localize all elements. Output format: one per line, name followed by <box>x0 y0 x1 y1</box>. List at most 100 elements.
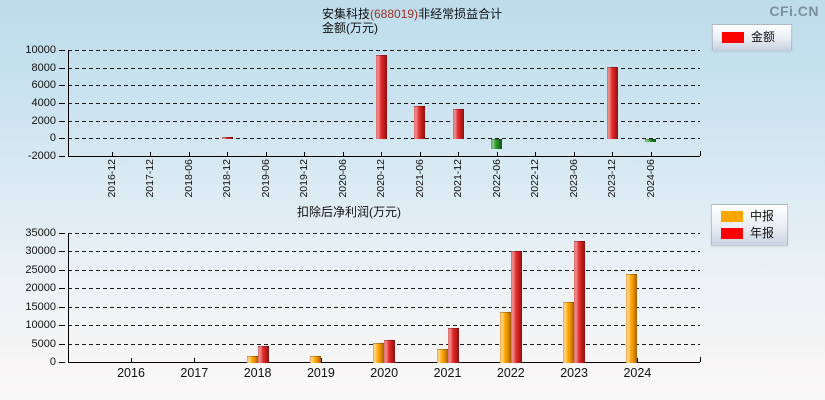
年报-bar-2023 <box>574 240 586 363</box>
x-tick <box>320 358 322 362</box>
y-tick-label: -2000 <box>27 150 56 162</box>
x-tick <box>496 152 498 156</box>
legend-item-midyear: 中报 <box>712 209 787 225</box>
金额-bar-2022-06 <box>491 139 503 150</box>
x-tick-label: 2019 <box>306 366 335 380</box>
y-tick-label: 35000 <box>25 227 56 239</box>
x-tick-label: 2018 <box>243 366 272 380</box>
金额-bar-2021-12 <box>452 109 464 140</box>
x-tick-label: 2020-06 <box>336 159 349 198</box>
top-chart-legend: 金额 <box>712 24 792 51</box>
amount-swatch <box>722 32 744 43</box>
x-tick-label: 2024-06 <box>644 159 657 198</box>
x-axis-end-tick <box>700 357 701 362</box>
年报-bar-2021 <box>447 328 459 363</box>
y-tick <box>59 362 65 363</box>
x-tick-label: 2023 <box>560 366 588 380</box>
y-tick-label: 20000 <box>25 282 56 295</box>
x-tick-label: 2022-06 <box>490 159 503 198</box>
x-tick-label: 2023-06 <box>567 159 580 198</box>
金额-bar-2024-06 <box>645 139 657 142</box>
x-tick <box>573 152 575 156</box>
x-axis-end-tick <box>700 151 701 156</box>
x-tick-label: 2016-12 <box>105 159 118 198</box>
y-tick <box>59 67 65 69</box>
x-tick <box>131 358 132 362</box>
gridline <box>68 325 700 327</box>
y-tick <box>59 50 65 51</box>
x-tick <box>188 152 190 156</box>
金额-bar-2018-12 <box>221 136 233 140</box>
x-tick-label: 2021-12 <box>452 159 465 198</box>
x-tick <box>150 152 152 156</box>
bottom-chart-title: 扣除后净利润(万元) <box>297 205 401 219</box>
x-tick <box>637 358 639 362</box>
y-tick-label: 0 <box>49 132 56 145</box>
x-axis <box>68 156 700 157</box>
金额-bar-2020-12 <box>375 55 387 140</box>
y-tick-label: 5000 <box>31 337 56 350</box>
x-tick-label: 2022-12 <box>529 159 542 198</box>
y-tick <box>59 288 65 290</box>
x-tick-label: 2019-12 <box>298 159 311 198</box>
gridline <box>68 288 700 290</box>
cfi-watermark: CFi.CN <box>769 3 819 19</box>
x-tick <box>194 358 196 362</box>
y-tick <box>59 156 65 157</box>
x-tick <box>342 152 344 156</box>
中报-bar-2023 <box>563 302 575 363</box>
中报-bar-2022 <box>499 312 511 363</box>
x-tick-label: 2022 <box>496 366 525 380</box>
x-tick <box>650 152 652 156</box>
x-tick-label: 2020 <box>370 366 399 380</box>
legend-label: 年报 <box>750 226 775 240</box>
bottom-chart-legend: 中报 年报 <box>711 204 788 246</box>
x-tick <box>304 152 306 156</box>
top-chart-title: 安集科技(688019)非经常损益合计 <box>322 5 502 22</box>
x-tick <box>111 152 113 156</box>
中报-bar-2024 <box>626 273 638 363</box>
y-tick <box>59 251 65 253</box>
top-chart-unit-label: 金额(万元) <box>322 21 378 35</box>
legend-label: 中报 <box>750 209 775 223</box>
x-tick <box>227 152 229 156</box>
年报-bar-2022 <box>510 251 522 363</box>
x-tick-label: 2019-06 <box>259 159 272 198</box>
x-tick-label: 2016 <box>117 366 145 380</box>
midyear-swatch <box>721 211 743 222</box>
x-tick <box>381 152 383 156</box>
x-tick-label: 2021 <box>433 366 462 380</box>
年报-bar-2020 <box>384 339 396 363</box>
中报-bar-2018 <box>246 356 258 363</box>
x-tick <box>458 152 460 156</box>
x-tick-label: 2018-12 <box>221 159 234 198</box>
y-tick-label: 25000 <box>25 263 56 276</box>
y-tick <box>59 325 65 327</box>
company-name: 安集科技 <box>322 7 371 21</box>
中报-bar-2020 <box>373 343 385 363</box>
y-tick <box>59 306 65 308</box>
y-tick <box>59 138 65 140</box>
x-tick-label: 2021-06 <box>413 159 426 198</box>
x-tick-label: 2017 <box>180 366 209 380</box>
y-tick <box>59 233 65 234</box>
y-tick-label: 6000 <box>31 79 56 92</box>
金额-bar-2021-06 <box>414 105 426 140</box>
x-tick <box>265 152 267 156</box>
legend-item-amount: 金额 <box>713 30 791 46</box>
y-tick-label: 10000 <box>25 319 56 332</box>
gridline <box>68 233 700 234</box>
y-axis <box>68 233 69 363</box>
legend-label: 金额 <box>751 30 776 44</box>
gridline <box>68 50 700 51</box>
中报-bar-2019 <box>309 356 321 363</box>
y-tick <box>59 343 65 345</box>
金额-bar-2023-12 <box>606 66 618 140</box>
x-tick-label: 2023-12 <box>606 159 619 198</box>
x-tick-label: 2017-12 <box>144 159 157 198</box>
legend-item-annual: 年报 <box>712 226 787 242</box>
y-tick-label: 4000 <box>31 97 56 109</box>
y-axis <box>68 50 69 157</box>
y-tick-label: 30000 <box>25 245 56 258</box>
